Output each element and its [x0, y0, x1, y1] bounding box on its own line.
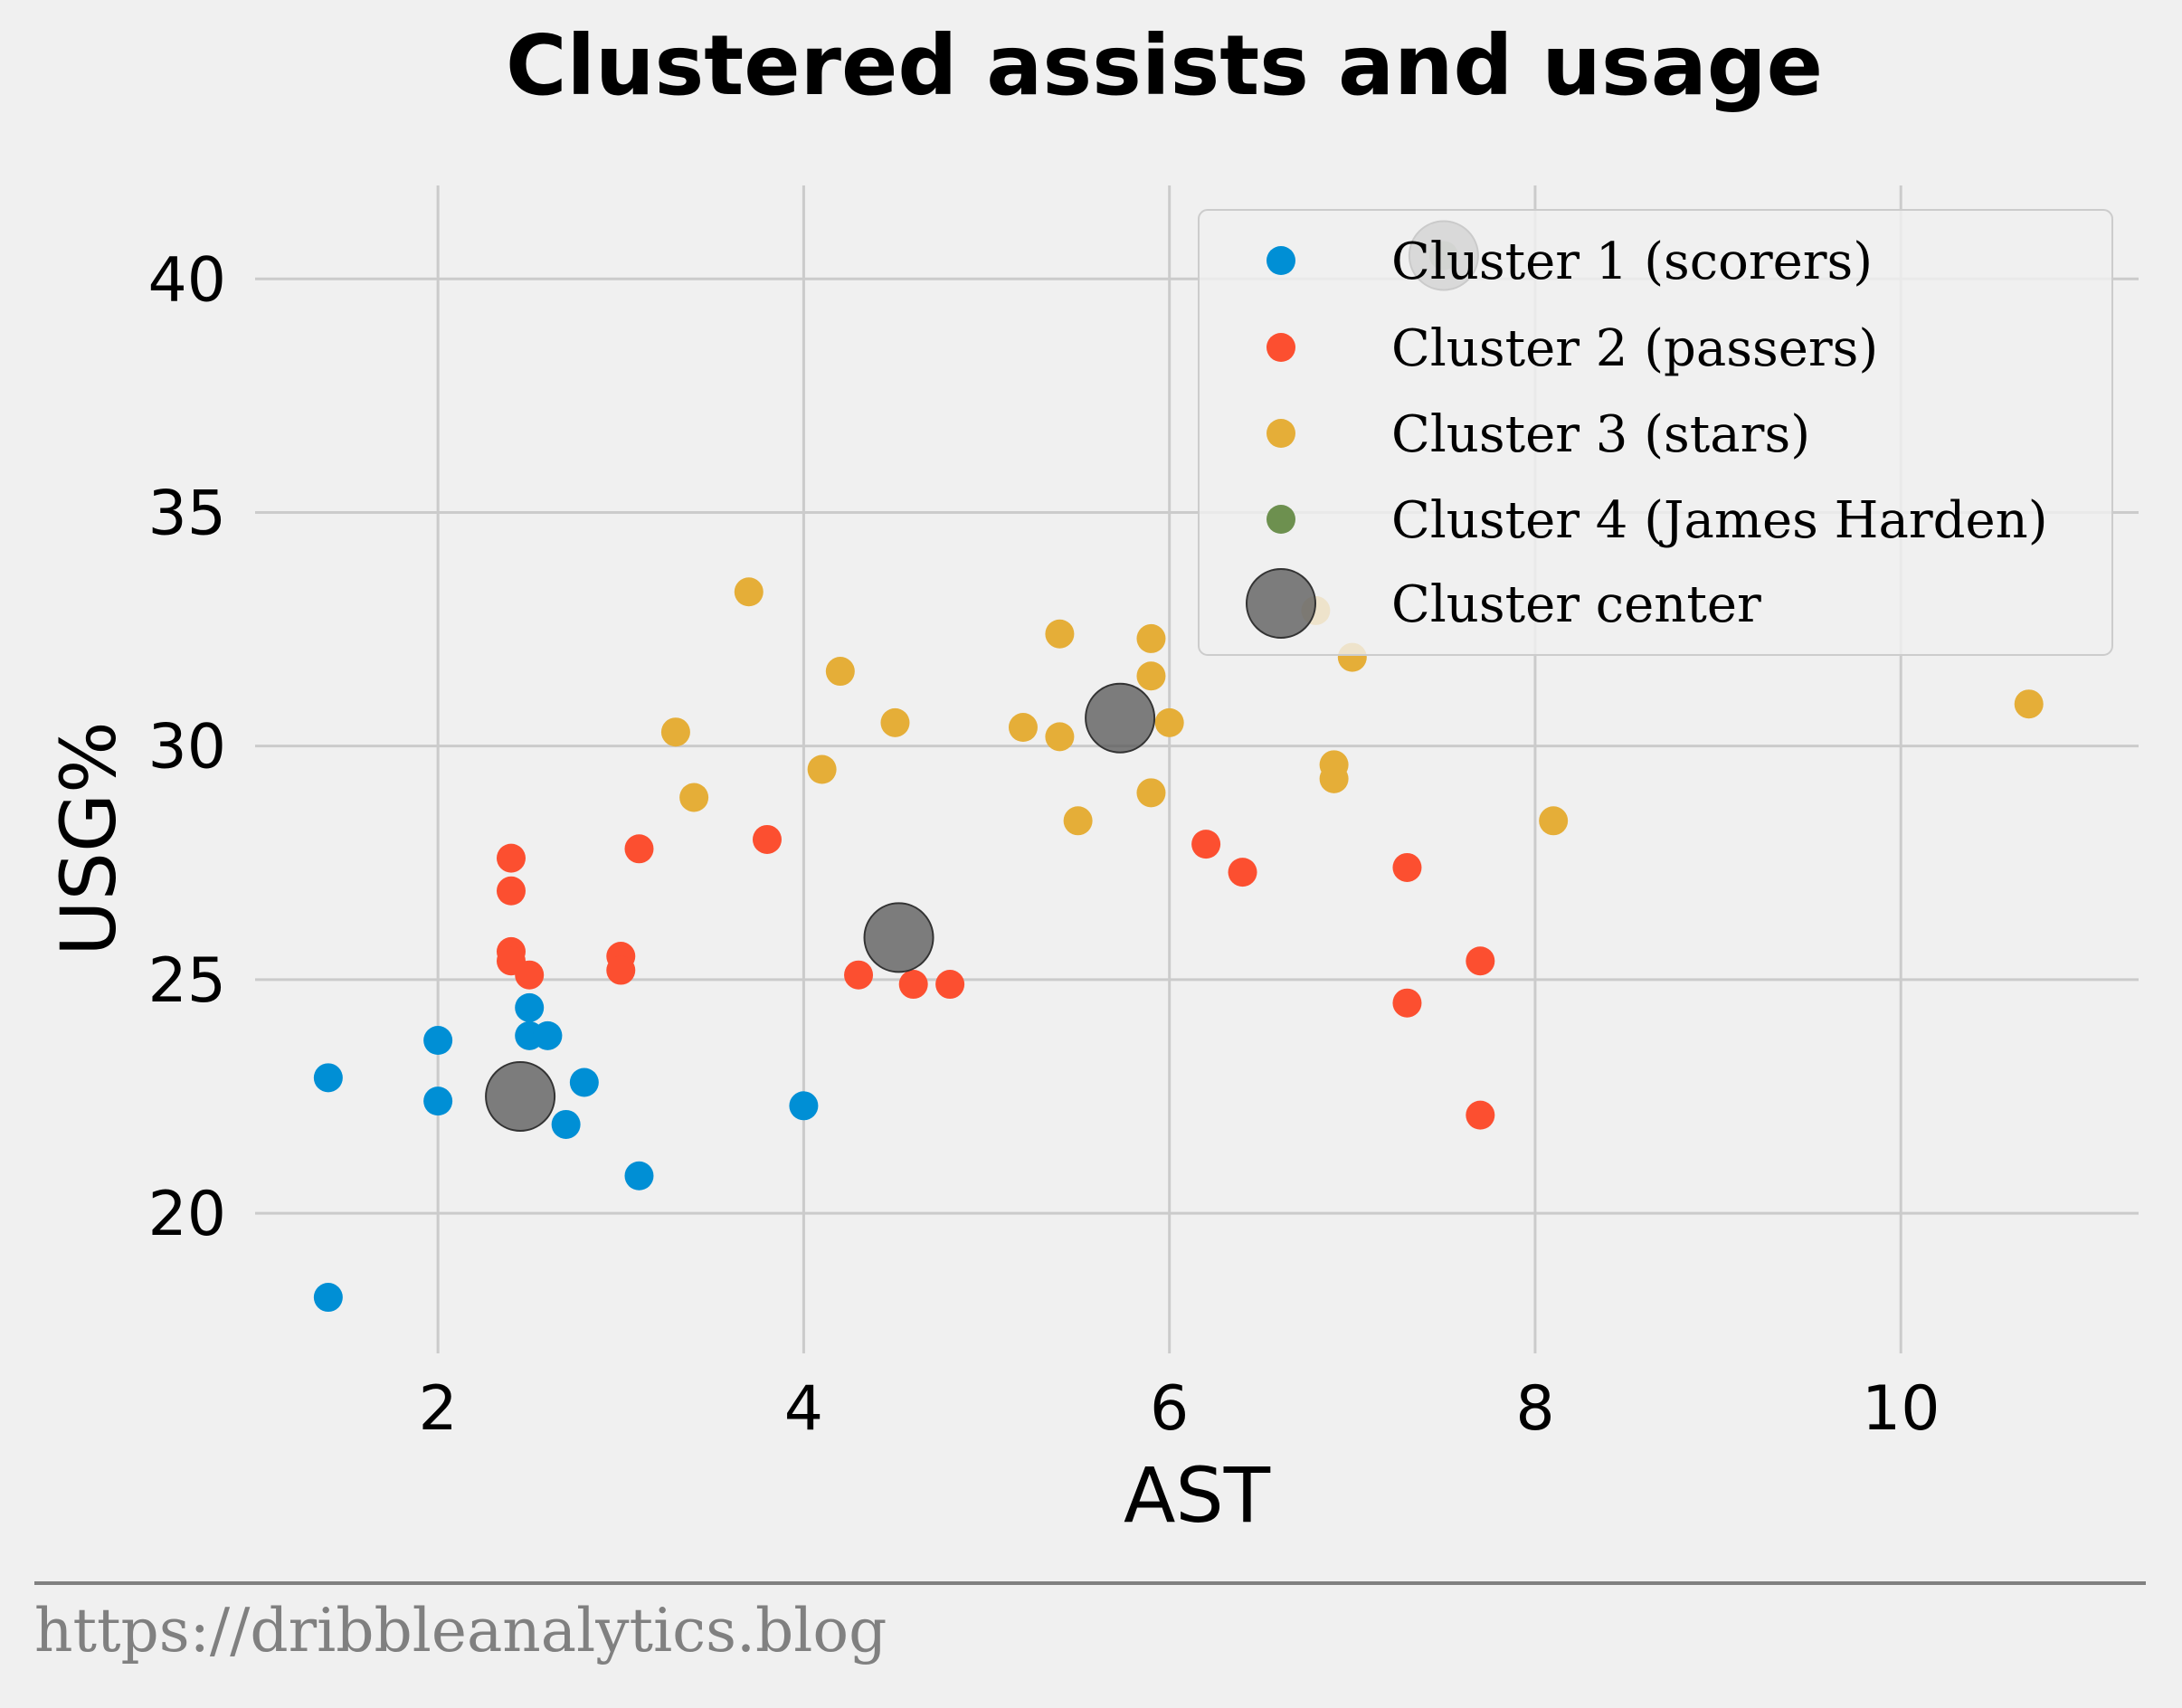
legend-marker: [1246, 568, 1316, 639]
data-point: [1045, 619, 1075, 649]
data-point: [935, 970, 965, 1000]
data-point: [1045, 722, 1075, 752]
data-point: [844, 960, 874, 990]
data-point: [825, 657, 855, 687]
data-point: [1136, 623, 1166, 653]
legend-item: Cluster 3 (stars): [1267, 405, 1810, 464]
legend-item: Cluster center: [1246, 568, 1761, 639]
data-point: [423, 1086, 453, 1116]
x-axis-ticks: 2 4 6 8 10: [419, 1373, 1940, 1445]
data-point: [789, 1091, 819, 1121]
legend-marker: [1267, 419, 1295, 448]
y-tick-label: 25: [147, 945, 226, 1017]
legend-marker: [1267, 246, 1295, 275]
x-axis-label: AST: [1124, 1451, 1271, 1540]
legend-label: Cluster center: [1391, 575, 1761, 634]
data-point: [569, 1068, 599, 1097]
data-point: [1466, 946, 1495, 976]
data-point: [880, 707, 910, 737]
y-tick-label: 20: [147, 1179, 226, 1250]
data-point: [1136, 661, 1166, 691]
legend: Cluster 1 (scorers) Cluster 2 (passers) Cl…: [1198, 209, 2113, 656]
x-tick-label: 8: [1515, 1373, 1554, 1445]
data-point: [1466, 1100, 1495, 1130]
data-point: [752, 824, 782, 854]
legend-label: Cluster 3 (stars): [1391, 405, 1810, 464]
data-point: [679, 783, 709, 812]
data-point: [734, 577, 764, 607]
data-point: [624, 834, 654, 864]
data-point: [313, 1283, 343, 1313]
x-tick-label: 4: [784, 1373, 823, 1445]
legend-label: Cluster 4 (James Harden): [1391, 491, 2048, 550]
data-point: [624, 1161, 654, 1191]
legend-label: Cluster 1 (scorers): [1391, 232, 1873, 291]
data-point: [496, 843, 526, 873]
series-cluster-2-passers: [496, 824, 1495, 1130]
data-point: [515, 960, 545, 990]
legend-item: Cluster 2 (passers): [1267, 319, 1878, 378]
data-point: [1154, 707, 1184, 737]
footer-source: https://dribbleanalytics.blog: [34, 1596, 887, 1665]
data-point: [898, 970, 928, 1000]
data-point: [1392, 988, 1422, 1018]
cluster-center-point: [1085, 682, 1156, 754]
x-tick-label: 2: [419, 1373, 458, 1445]
data-point: [1063, 806, 1093, 836]
data-point: [660, 717, 690, 747]
x-tick-label: 10: [1862, 1373, 1940, 1445]
chart-title: Clustered assists and usage: [506, 17, 1823, 114]
data-point: [807, 754, 837, 784]
legend-item: Cluster 4 (James Harden): [1267, 491, 2048, 550]
data-point: [1539, 806, 1569, 836]
data-point: [1319, 764, 1349, 793]
data-point: [496, 876, 526, 906]
data-point: [1008, 713, 1038, 743]
data-point: [1392, 852, 1422, 882]
y-tick-label: 35: [147, 478, 226, 549]
series-cluster-3-stars: [660, 577, 2044, 836]
data-point: [313, 1063, 343, 1093]
data-point: [533, 1020, 563, 1050]
y-axis-ticks: 20 25 30 35 40: [147, 244, 226, 1250]
legend-marker: [1267, 333, 1295, 362]
series-cluster-1-scorers: [313, 992, 819, 1313]
x-tick-label: 6: [1150, 1373, 1189, 1445]
legend-label: Cluster 2 (passers): [1391, 319, 1878, 378]
legend-item: Cluster 1 (scorers): [1267, 232, 1873, 291]
y-tick-label: 40: [147, 244, 226, 316]
data-point: [1191, 830, 1221, 859]
data-point: [2014, 689, 2044, 719]
y-axis-label: USG%: [44, 721, 133, 956]
data-point: [1136, 778, 1166, 808]
legend-marker: [1267, 505, 1295, 534]
data-point: [606, 955, 636, 985]
cluster-center-point: [485, 1060, 556, 1132]
data-point: [515, 992, 545, 1022]
y-tick-label: 30: [147, 712, 226, 783]
data-point: [423, 1026, 453, 1056]
cluster-center-point: [863, 902, 934, 973]
data-point: [551, 1109, 581, 1139]
data-point: [1228, 858, 1257, 887]
legend-box: [1198, 209, 2113, 656]
